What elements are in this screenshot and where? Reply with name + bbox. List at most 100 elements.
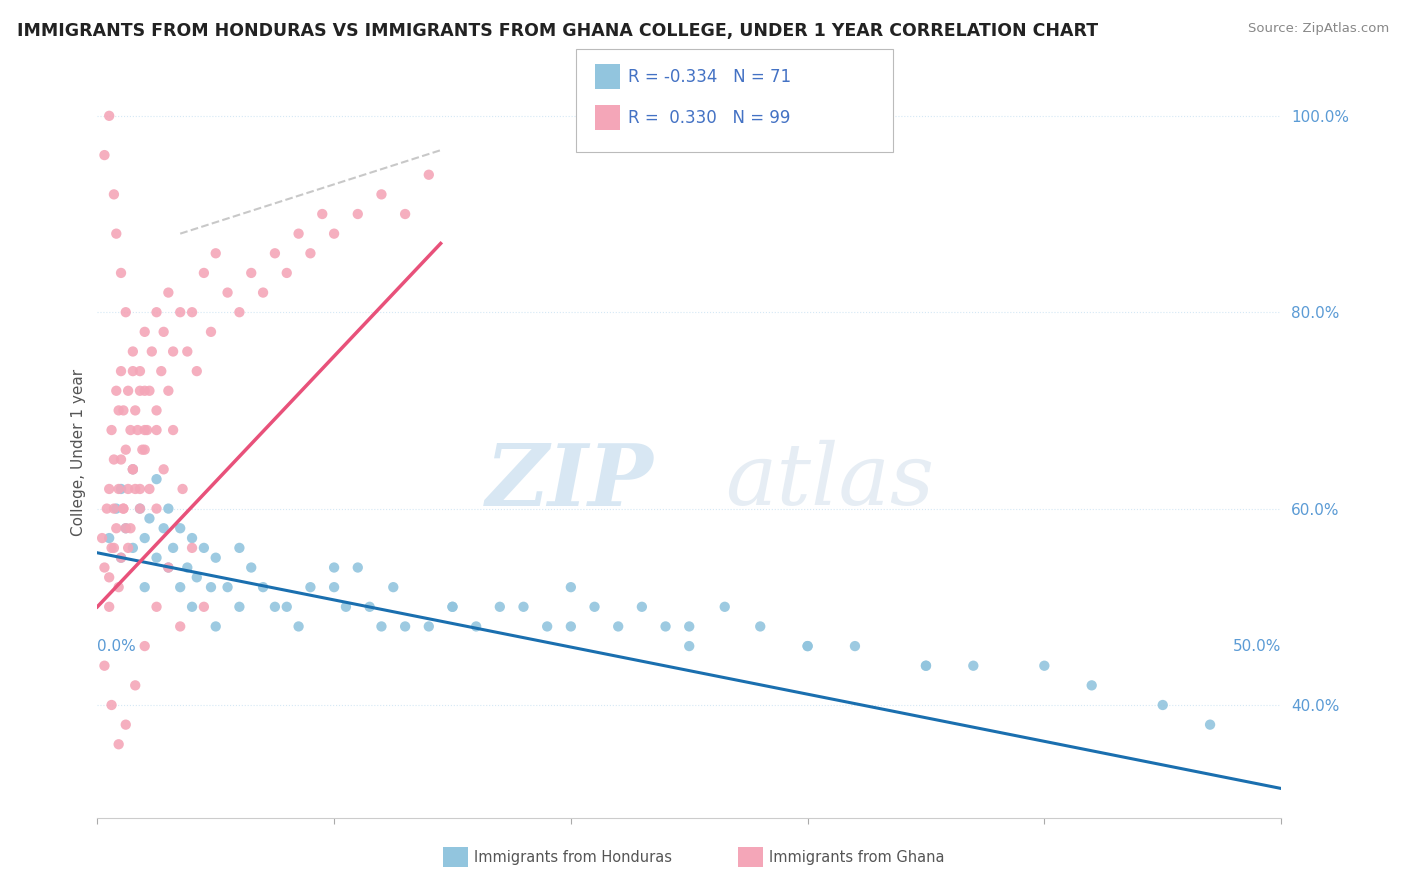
Point bbox=[105, 227, 128, 241]
Point bbox=[107, 482, 129, 496]
Point bbox=[129, 501, 152, 516]
Point bbox=[418, 168, 440, 182]
Point bbox=[114, 521, 136, 535]
Point bbox=[110, 452, 132, 467]
Point bbox=[276, 266, 298, 280]
Point bbox=[560, 580, 582, 594]
Point bbox=[117, 482, 139, 496]
Point bbox=[124, 482, 146, 496]
Point bbox=[121, 541, 143, 555]
Y-axis label: College, Under 1 year: College, Under 1 year bbox=[72, 368, 86, 536]
Point bbox=[152, 521, 174, 535]
Point bbox=[105, 384, 128, 398]
Text: 0.0%: 0.0% bbox=[97, 639, 136, 654]
Point bbox=[100, 541, 122, 555]
Point bbox=[145, 599, 167, 614]
Point bbox=[217, 285, 239, 300]
Point bbox=[110, 550, 132, 565]
Point bbox=[114, 305, 136, 319]
Point bbox=[299, 246, 322, 260]
Point bbox=[176, 344, 198, 359]
Point bbox=[200, 580, 222, 594]
Point bbox=[157, 384, 180, 398]
Point bbox=[962, 658, 984, 673]
Point bbox=[172, 482, 194, 496]
Point bbox=[181, 599, 204, 614]
Point bbox=[193, 541, 215, 555]
Point bbox=[323, 580, 346, 594]
Point bbox=[1152, 698, 1174, 712]
Point bbox=[488, 599, 510, 614]
Point bbox=[134, 325, 156, 339]
Text: IMMIGRANTS FROM HONDURAS VS IMMIGRANTS FROM GHANA COLLEGE, UNDER 1 YEAR CORRELAT: IMMIGRANTS FROM HONDURAS VS IMMIGRANTS F… bbox=[17, 22, 1098, 40]
Point bbox=[252, 580, 274, 594]
Point bbox=[121, 462, 143, 476]
Point bbox=[157, 285, 180, 300]
Point bbox=[138, 384, 160, 398]
Point bbox=[103, 187, 125, 202]
Point bbox=[107, 580, 129, 594]
Point bbox=[129, 501, 152, 516]
Point bbox=[181, 531, 204, 545]
Point bbox=[124, 403, 146, 417]
Point bbox=[323, 560, 346, 574]
Point bbox=[441, 599, 464, 614]
Point bbox=[228, 305, 250, 319]
Point bbox=[100, 698, 122, 712]
Point bbox=[441, 599, 464, 614]
Point bbox=[181, 541, 204, 555]
Point bbox=[169, 619, 191, 633]
Point bbox=[382, 580, 405, 594]
Point bbox=[346, 207, 368, 221]
Point bbox=[169, 580, 191, 594]
Point bbox=[169, 305, 191, 319]
Point bbox=[359, 599, 381, 614]
Point bbox=[145, 403, 167, 417]
Point bbox=[228, 599, 250, 614]
Point bbox=[110, 364, 132, 378]
Point bbox=[193, 266, 215, 280]
Point bbox=[121, 462, 143, 476]
Point bbox=[107, 403, 129, 417]
Point bbox=[152, 462, 174, 476]
Text: R =  0.330   N = 99: R = 0.330 N = 99 bbox=[628, 109, 790, 127]
Point bbox=[91, 531, 114, 545]
Point bbox=[287, 619, 309, 633]
Point bbox=[240, 266, 263, 280]
Point bbox=[141, 344, 163, 359]
Point bbox=[678, 619, 700, 633]
Point bbox=[134, 580, 156, 594]
Point bbox=[112, 403, 135, 417]
Point bbox=[145, 472, 167, 486]
Point bbox=[181, 305, 204, 319]
Point bbox=[145, 305, 167, 319]
Point bbox=[713, 599, 735, 614]
Point bbox=[346, 560, 368, 574]
Text: 50.0%: 50.0% bbox=[1233, 639, 1281, 654]
Point bbox=[112, 501, 135, 516]
Point bbox=[103, 541, 125, 555]
Point bbox=[96, 501, 118, 516]
Point bbox=[93, 658, 115, 673]
Point bbox=[193, 599, 215, 614]
Point bbox=[114, 521, 136, 535]
Point bbox=[465, 619, 488, 633]
Point bbox=[129, 364, 152, 378]
Point bbox=[276, 599, 298, 614]
Point bbox=[127, 423, 149, 437]
Point bbox=[536, 619, 558, 633]
Point bbox=[120, 423, 142, 437]
Point bbox=[134, 423, 156, 437]
Text: R = -0.334   N = 71: R = -0.334 N = 71 bbox=[628, 68, 792, 86]
Point bbox=[157, 501, 180, 516]
Point bbox=[150, 364, 173, 378]
Point bbox=[134, 531, 156, 545]
Text: atlas: atlas bbox=[724, 440, 934, 523]
Point bbox=[93, 560, 115, 574]
Point bbox=[1033, 658, 1056, 673]
Point bbox=[796, 639, 818, 653]
Point bbox=[129, 482, 152, 496]
Point bbox=[131, 442, 153, 457]
Point bbox=[120, 521, 142, 535]
Point bbox=[138, 511, 160, 525]
